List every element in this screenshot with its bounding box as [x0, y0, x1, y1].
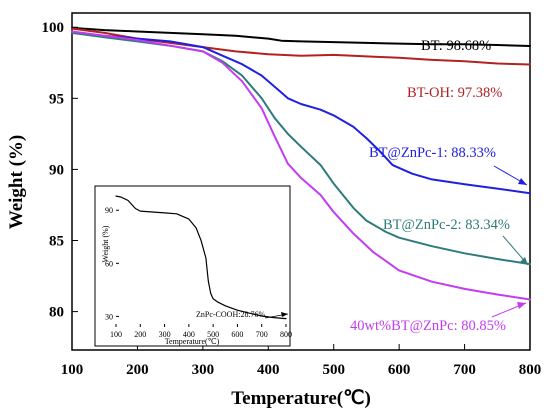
inset-x-tick-label-800: 800 — [280, 330, 292, 339]
main-series — [71, 26, 531, 301]
main-x-tick-label-800: 800 — [519, 362, 542, 378]
main-x-tick-label-400: 400 — [257, 362, 280, 378]
label-znpc-cooh: ZnPc-COOH:28.76% — [196, 310, 265, 319]
main-y-tick-label-100: 100 — [42, 20, 65, 36]
main-x-tick-label-600: 600 — [388, 362, 411, 378]
main-series-line-bt-znpc-1 — [71, 31, 531, 195]
main-ticks: 100 200 300 400 500 600 700 800 80 85 90 95 100 — [42, 20, 542, 378]
label-bt-znpc-1: BT@ZnPc-1: 88.33% — [369, 145, 496, 161]
inset-x-tick-label-200: 200 — [134, 330, 146, 339]
main-x-tick-label-300: 300 — [192, 362, 215, 378]
main-plot-frame — [71, 12, 531, 351]
main-series-line-40wt-bt-znpc — [71, 30, 531, 301]
main-y-tick-label-95: 95 — [49, 91, 64, 107]
inset-y-tick-label-60: 60 — [105, 259, 113, 268]
arrow-bt-znpc-1 — [493, 165, 528, 186]
inset-series — [115, 195, 287, 320]
main-series-line-bt — [71, 26, 531, 47]
main-x-tick-label-500: 500 — [322, 362, 345, 378]
arrow-40wt-bt-znpc — [491, 302, 527, 318]
label-bt-znpc-2: BT@ZnPc-2: 83.34% — [383, 217, 510, 233]
main-y-tick-label-80: 80 — [49, 305, 64, 321]
inset-series-line-znpc-cooh — [115, 195, 287, 320]
inset-plot-frame — [94, 185, 291, 347]
main-y-tick-label-90: 90 — [49, 162, 64, 178]
inset-x-tick-label-100: 100 — [110, 330, 122, 339]
inset-x-axis-title: Temperature(℃) — [165, 337, 220, 346]
label-bt-oh: BT-OH: 97.38% — [407, 85, 502, 101]
inset-y-axis-title: Weight (%) — [101, 225, 110, 262]
inset-y-tick-label-90: 90 — [105, 206, 113, 215]
inset-ticks: 100 200 300 400 500 600 700 800 30 60 90 — [105, 206, 292, 339]
label-bt: BT: 98.68% — [421, 38, 491, 54]
label-40wt-bt-znpc: 40wt%BT@ZnPc: 80.85% — [350, 318, 506, 334]
main-y-tick-label-85: 85 — [49, 234, 64, 250]
inset-x-tick-label-700: 700 — [256, 330, 268, 339]
inset-x-tick-label-400: 400 — [183, 330, 195, 339]
inset-x-tick-label-600: 600 — [231, 330, 243, 339]
main-x-tick-label-100: 100 — [61, 362, 84, 378]
inset-x-tick-label-300: 300 — [159, 330, 171, 339]
arrow-znpc-cooh — [264, 312, 289, 319]
y-axis-title: Weight (%) — [6, 135, 27, 229]
inset-y-tick-label-30: 30 — [105, 312, 113, 321]
arrow-bt-znpc-2 — [502, 235, 529, 266]
inset-x-tick-label-500: 500 — [207, 330, 219, 339]
main-x-tick-label-700: 700 — [453, 362, 476, 378]
x-axis-title: Temperature(℃) — [231, 388, 371, 409]
main-x-tick-label-200: 200 — [126, 362, 149, 378]
